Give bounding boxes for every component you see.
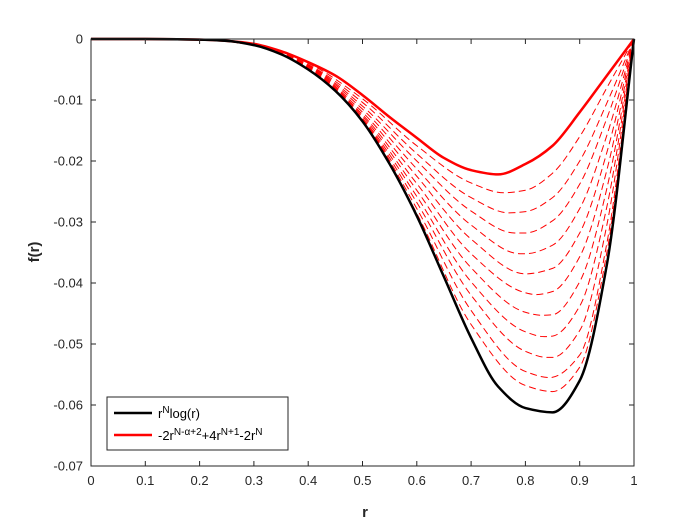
x-tick-label: 0.5 xyxy=(353,473,371,488)
series-line-dashed-11 xyxy=(90,38,635,379)
y-tick-label: -0.05 xyxy=(53,337,83,352)
plot-area xyxy=(91,39,634,466)
axes-layer: 0 0.1 0.2 0.3 0.4 0.5 0.6 0.7 0.8 0.9 1 0 -0.01 -0.02… xyxy=(53,32,637,489)
legend: rNlog(r) -2rN-α+2+4rN+1-2rN xyxy=(106,396,289,451)
y-tick-label: -0.01 xyxy=(53,93,83,108)
x-tick-label: 0 xyxy=(87,473,94,488)
series-line-dashed-9 xyxy=(90,38,635,338)
series-line-dashed-8 xyxy=(90,38,635,316)
x-tick-label: 0.2 xyxy=(191,473,209,488)
plot-background xyxy=(91,39,634,466)
series-line-dashed-12 xyxy=(90,38,635,393)
y-tick-label: -0.04 xyxy=(53,276,83,291)
y-tick-label: -0.06 xyxy=(53,398,83,413)
y-tick-label: -0.03 xyxy=(53,215,83,230)
y-tick-label: -0.07 xyxy=(53,459,83,474)
series-line-dashed-10 xyxy=(90,38,635,358)
x-tick-label: 0.1 xyxy=(136,473,154,488)
x-axis-title: r xyxy=(362,504,368,521)
series-line-dashed-7 xyxy=(90,38,635,296)
legend-box xyxy=(106,396,289,451)
x-tick-label: 1 xyxy=(630,473,637,488)
x-tick-label: 0.8 xyxy=(516,473,534,488)
legend-label-red: -2rN-α+2+4rN+1-2rN xyxy=(158,427,263,444)
x-tick-label: 0.3 xyxy=(245,473,263,488)
series-layer xyxy=(90,37,636,414)
x-tick-label: 0.9 xyxy=(571,473,589,488)
x-tick-label: 0.4 xyxy=(299,473,317,488)
y-tick-label: 0 xyxy=(76,32,83,47)
series-line-solid-0 xyxy=(90,37,636,414)
y-tick-label: -0.02 xyxy=(53,154,83,169)
y-axis-title: f(r) xyxy=(26,242,43,263)
x-tick-label: 0.7 xyxy=(462,473,480,488)
legend-label-black: rNlog(r) xyxy=(158,405,200,422)
x-tick-label: 0.6 xyxy=(408,473,426,488)
